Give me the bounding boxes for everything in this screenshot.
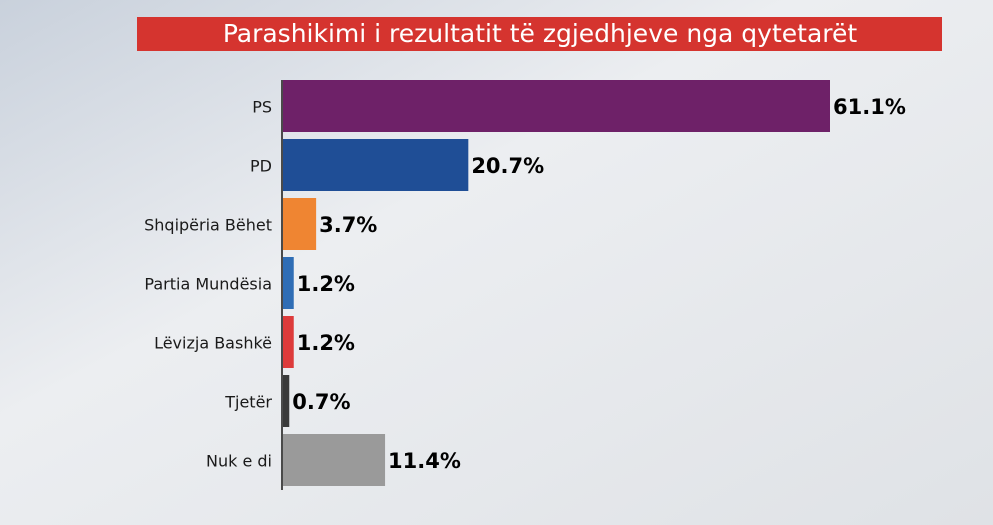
category-label: Lëvizja Bashkë [154, 334, 272, 353]
chart-title: Parashikimi i rezultatit të zgjedhjeve n… [223, 19, 858, 48]
value-label: 61.1% [833, 95, 906, 119]
category-label: Partia Mundësia [144, 275, 272, 294]
bar [283, 257, 294, 309]
title-banner [137, 17, 942, 51]
value-label: 0.7% [292, 390, 350, 414]
category-label: PD [250, 157, 272, 176]
category-label: Tjetër [224, 393, 272, 412]
bar [283, 375, 290, 427]
value-label: 1.2% [297, 331, 355, 355]
bar [283, 316, 294, 368]
value-label: 3.7% [319, 213, 377, 237]
bar [283, 139, 469, 191]
value-label: 1.2% [297, 272, 355, 296]
category-label: Nuk e di [206, 452, 272, 471]
bar [283, 198, 317, 250]
category-label: Shqipëria Bëhet [144, 216, 272, 235]
value-label: 20.7% [471, 154, 544, 178]
value-label: 11.4% [388, 449, 461, 473]
bar [283, 80, 830, 132]
category-label: PS [252, 98, 272, 117]
bar [283, 434, 386, 486]
